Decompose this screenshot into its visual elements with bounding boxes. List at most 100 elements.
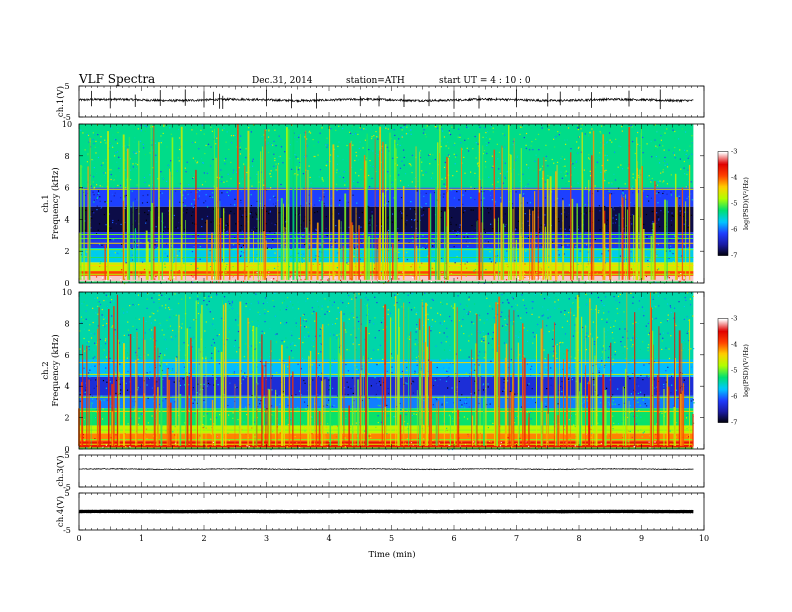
spectral-speckle	[192, 235, 194, 237]
header-date: Dec.31, 2014	[252, 76, 313, 86]
spectral-speckle	[592, 364, 594, 367]
spectral-speckle	[228, 148, 230, 151]
spectral-speckle	[368, 373, 370, 375]
spectral-speckle	[505, 329, 507, 331]
spectral-speckle	[464, 139, 466, 141]
spectral-speckle	[329, 333, 331, 335]
spectral-speckle	[296, 158, 299, 160]
ch1-spectrogram-channel-label: ch.1	[41, 194, 51, 212]
spectral-speckle	[453, 246, 455, 248]
spectral-speckle	[464, 210, 466, 212]
spectral-speckle	[212, 277, 215, 279]
spectral-speckle	[136, 295, 138, 297]
spectral-speckle	[520, 317, 522, 319]
spectral-speckle	[576, 141, 578, 143]
spectral-speckle	[321, 177, 323, 179]
spectral-speckle	[399, 156, 402, 158]
spectral-speckle	[630, 124, 632, 127]
spectral-speckle	[608, 375, 610, 377]
spectral-speckle	[86, 134, 88, 136]
spectral-speckle	[159, 405, 161, 407]
spectral-speckle	[668, 348, 670, 350]
spectral-speckle	[448, 132, 451, 134]
spectral-speckle	[182, 194, 184, 196]
spectral-speckle	[476, 163, 479, 165]
spectral-speckle	[456, 256, 458, 258]
spectral-speckle	[630, 251, 632, 253]
spectral-speckle	[658, 226, 661, 228]
spectral-speckle	[474, 187, 476, 190]
spectral-speckle	[480, 186, 483, 189]
spectral-speckle	[458, 250, 460, 252]
spectral-speckle	[431, 267, 433, 269]
spectral-speckle	[686, 435, 688, 438]
spectral-speckle	[334, 358, 336, 360]
spectral-speckle	[191, 215, 193, 217]
spectral-speckle	[329, 239, 331, 241]
spectral-speckle	[396, 301, 398, 304]
spectral-speckle	[110, 227, 112, 229]
spectral-speckle	[691, 153, 693, 155]
spectral-speckle	[530, 127, 532, 129]
spectral-speckle	[592, 440, 594, 443]
spectral-speckle	[546, 388, 548, 390]
spectral-speckle	[233, 169, 235, 171]
spectral-speckle	[523, 193, 525, 195]
spectral-speckle	[352, 295, 354, 297]
spectral-speckle	[450, 223, 452, 225]
spectral-speckle	[453, 144, 455, 146]
spectral-speckle	[590, 435, 592, 437]
spectral-speckle	[170, 133, 172, 135]
spectral-speckle	[601, 430, 603, 433]
spectral-speckle	[539, 228, 541, 230]
spectral-speckle	[598, 219, 600, 221]
spectral-speckle	[239, 140, 241, 142]
spectral-speckle	[204, 181, 207, 183]
spectral-speckle	[403, 164, 405, 166]
spectral-speckle	[387, 387, 389, 390]
spectral-speckle	[104, 172, 107, 174]
spectral-speckle	[593, 341, 596, 343]
spectral-speckle	[413, 413, 415, 415]
spectral-speckle	[168, 210, 170, 212]
spectral-speckle	[259, 341, 261, 344]
spectral-speckle	[448, 130, 451, 132]
spectral-speckle	[647, 262, 650, 264]
spectral-speckle	[485, 166, 487, 168]
spectral-speckle	[480, 199, 482, 201]
spectral-speckle	[591, 128, 593, 130]
spectral-speckle	[476, 220, 478, 222]
spectral-speckle	[423, 195, 425, 197]
spectral-speckle	[124, 195, 126, 197]
spectral-speckle	[664, 375, 666, 378]
spectral-speckle	[199, 292, 201, 294]
spectral-speckle	[421, 262, 423, 264]
spectral-speckle	[422, 324, 424, 326]
spectral-speckle	[630, 275, 632, 277]
spectral-speckle	[450, 221, 452, 223]
spectral-speckle	[343, 387, 346, 389]
spectral-speckle	[200, 158, 203, 160]
spectral-speckle	[374, 337, 376, 339]
spectral-speckle	[679, 210, 681, 212]
spectral-speckle	[666, 303, 669, 305]
spectral-speckle	[639, 144, 641, 147]
spectral-speckle	[187, 384, 190, 386]
spectral-speckle	[203, 202, 205, 204]
spectral-speckle	[449, 315, 451, 318]
spectral-speckle	[202, 351, 204, 353]
spectral-speckle	[486, 166, 488, 168]
spectral-speckle	[581, 447, 583, 449]
spectral-speckle	[578, 371, 580, 373]
spectral-speckle	[422, 438, 425, 440]
spectral-speckle	[240, 250, 243, 253]
spectral-speckle	[642, 399, 644, 401]
spectral-speckle	[402, 126, 404, 128]
spectral-speckle	[190, 203, 193, 205]
spectral-speckle	[233, 371, 235, 373]
spectral-speckle	[574, 357, 576, 359]
spectral-speckle	[464, 263, 466, 265]
spectral-speckle	[326, 235, 328, 237]
spectral-speckle	[564, 139, 566, 141]
spectral-speckle	[346, 180, 348, 183]
